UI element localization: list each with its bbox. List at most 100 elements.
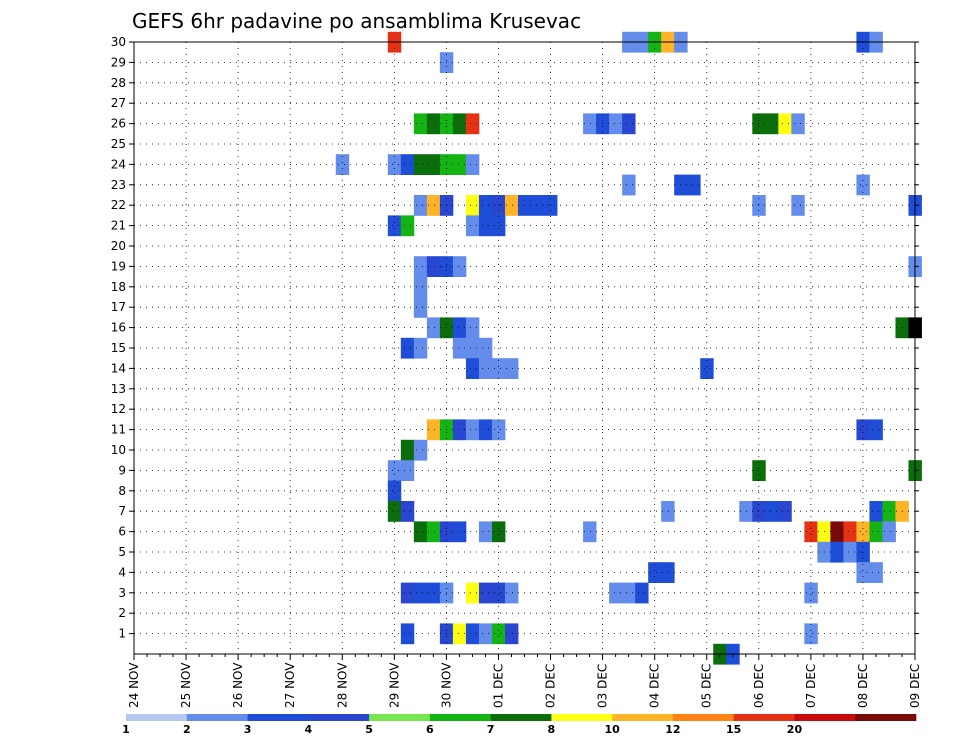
data-cell	[869, 419, 883, 441]
y-tick-label: 14	[111, 361, 126, 375]
data-cell	[413, 297, 428, 318]
data-cell	[869, 501, 883, 522]
data-cell	[531, 195, 545, 216]
data-cell	[661, 501, 675, 522]
legend-label: 8	[548, 723, 556, 736]
data-cell	[426, 521, 441, 543]
legend-swatch	[551, 714, 613, 721]
legend-swatch	[369, 714, 431, 721]
y-tick-label: 13	[111, 382, 126, 396]
data-cell	[491, 521, 506, 543]
legend-swatch	[308, 714, 370, 721]
data-cell	[778, 501, 792, 522]
data-cell	[504, 195, 519, 216]
y-tick-label: 20	[111, 239, 126, 253]
legend-label: 4	[304, 723, 312, 736]
data-cell	[661, 562, 675, 583]
legend-swatch	[855, 714, 917, 721]
ticks	[129, 41, 919, 660]
data-cell	[400, 439, 415, 461]
legend-label: 6	[426, 723, 434, 736]
data-cell	[335, 154, 350, 175]
data-cell	[491, 195, 506, 216]
data-cell	[583, 521, 597, 543]
data-cell	[765, 501, 779, 522]
x-tick-label: 04 DEC	[648, 664, 662, 708]
data-cell	[478, 419, 493, 441]
data-cell	[687, 174, 701, 196]
data-cell	[491, 623, 506, 645]
y-tick-label: 24	[111, 157, 126, 171]
x-tick-label: 06 DEC	[752, 664, 766, 708]
data-cell	[426, 582, 441, 604]
grid	[134, 41, 915, 654]
y-tick-label: 6	[118, 525, 126, 539]
data-cell	[791, 113, 805, 135]
data-cell	[856, 562, 870, 583]
data-cell	[856, 419, 870, 441]
data-cell	[400, 501, 415, 522]
data-cell	[426, 154, 441, 175]
data-cell	[452, 113, 467, 135]
legend-label: 5	[365, 723, 373, 736]
y-tick-label: 2	[118, 606, 126, 620]
data-cell	[622, 174, 636, 196]
x-tick-label: 25 NOV	[179, 662, 193, 708]
data-cell	[465, 154, 480, 175]
data-cell	[804, 582, 818, 604]
data-cell	[648, 562, 662, 583]
data-cell	[583, 113, 597, 135]
data-cell	[622, 113, 636, 135]
x-tick-label: 24 NOV	[127, 662, 141, 708]
y-tick-label: 19	[111, 259, 126, 273]
legend-label: 7	[487, 723, 495, 736]
data-cell	[491, 419, 506, 441]
data-cell	[452, 256, 467, 277]
data-cell	[387, 501, 402, 522]
legend-label: 15	[726, 723, 741, 736]
data-cell	[387, 480, 402, 502]
x-tick-label: 02 DEC	[544, 664, 558, 708]
color-legend: 1 2 3 4 5 6 7 8 10 12 15 20	[122, 714, 917, 736]
y-tick-label: 1	[118, 627, 126, 641]
x-tick-label: 28 NOV	[335, 662, 349, 708]
legend-label: 3	[244, 723, 252, 736]
y-tick-label: 4	[118, 565, 126, 579]
legend-label: 12	[665, 723, 680, 736]
x-tick-label: 26 NOV	[231, 662, 245, 708]
x-tick-label: 05 DEC	[700, 664, 714, 708]
y-tick-label: 23	[111, 178, 126, 192]
data-cell	[413, 195, 428, 216]
data-cell	[504, 623, 519, 645]
data-cell	[869, 521, 883, 543]
data-cell	[504, 582, 519, 604]
data-cell	[465, 623, 480, 645]
data-cell	[413, 439, 428, 461]
data-cell	[856, 174, 870, 196]
y-tick-label: 8	[118, 484, 126, 498]
y-tick-label: 28	[111, 76, 126, 90]
data-cell	[413, 521, 428, 543]
data-cell	[491, 215, 506, 237]
y-tick-label: 17	[111, 300, 126, 314]
x-tick-label: 07 DEC	[804, 664, 818, 708]
y-tick-label: 25	[111, 137, 126, 151]
y-tick-label: 29	[111, 55, 126, 69]
legend-label: 2	[183, 723, 191, 736]
data-cell	[843, 521, 857, 543]
data-cells	[335, 31, 922, 665]
data-cell	[544, 195, 558, 216]
legend-swatch	[490, 714, 552, 721]
data-cell	[400, 460, 415, 481]
data-cell	[413, 154, 428, 175]
data-cell	[413, 276, 428, 298]
legend-label: 1	[122, 723, 130, 736]
data-cell	[452, 337, 467, 359]
data-cell	[478, 337, 493, 359]
data-cell	[700, 358, 714, 379]
y-tick-label: 12	[111, 402, 126, 416]
data-cell	[400, 337, 415, 359]
y-tick-label: 3	[118, 586, 126, 600]
data-cell	[765, 113, 779, 135]
